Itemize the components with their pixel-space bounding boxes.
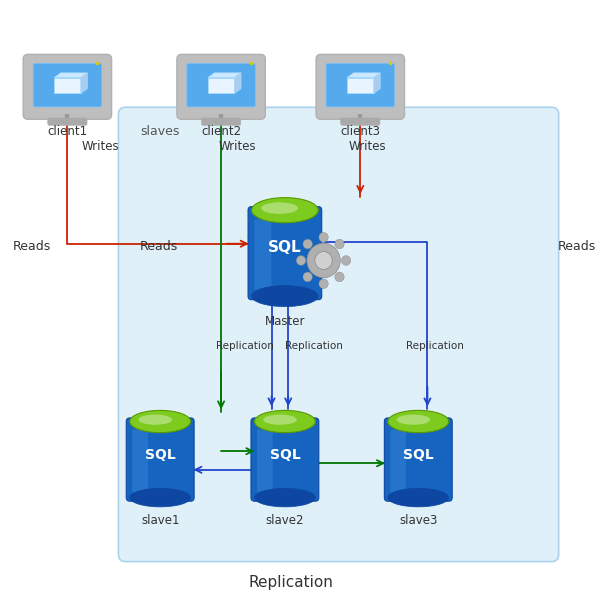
- Circle shape: [296, 256, 306, 265]
- Circle shape: [303, 239, 313, 249]
- Circle shape: [341, 256, 351, 265]
- FancyBboxPatch shape: [257, 430, 273, 493]
- Polygon shape: [81, 73, 87, 94]
- Text: SQL: SQL: [269, 448, 300, 462]
- Polygon shape: [347, 73, 380, 77]
- FancyBboxPatch shape: [187, 64, 255, 107]
- Text: Reads: Reads: [12, 241, 50, 253]
- Text: slaves: slaves: [140, 125, 179, 138]
- Text: slave3: slave3: [399, 514, 438, 527]
- FancyBboxPatch shape: [254, 220, 272, 290]
- Text: Master: Master: [264, 315, 305, 328]
- Text: slave2: slave2: [266, 514, 304, 527]
- FancyBboxPatch shape: [341, 118, 380, 125]
- FancyBboxPatch shape: [326, 64, 394, 107]
- Polygon shape: [347, 77, 374, 94]
- Text: Writes: Writes: [349, 140, 386, 153]
- FancyBboxPatch shape: [316, 55, 404, 119]
- Ellipse shape: [397, 415, 430, 425]
- FancyBboxPatch shape: [23, 55, 112, 119]
- Polygon shape: [234, 73, 241, 94]
- Polygon shape: [54, 77, 81, 94]
- FancyBboxPatch shape: [390, 430, 406, 493]
- Ellipse shape: [254, 488, 316, 507]
- Text: SQL: SQL: [145, 448, 175, 462]
- FancyBboxPatch shape: [385, 418, 452, 501]
- Circle shape: [307, 243, 340, 278]
- Text: Writes: Writes: [218, 140, 256, 153]
- Text: SQL: SQL: [268, 241, 302, 256]
- Polygon shape: [208, 73, 241, 77]
- FancyBboxPatch shape: [177, 55, 265, 119]
- Text: Replication: Replication: [216, 341, 274, 352]
- Ellipse shape: [130, 410, 191, 433]
- Ellipse shape: [252, 197, 319, 223]
- Text: Reads: Reads: [558, 241, 596, 253]
- Ellipse shape: [254, 410, 316, 433]
- Ellipse shape: [139, 415, 172, 425]
- Text: SQL: SQL: [403, 448, 434, 462]
- Text: Replication: Replication: [285, 341, 343, 352]
- Text: Reads: Reads: [140, 241, 178, 253]
- Ellipse shape: [130, 488, 191, 507]
- FancyBboxPatch shape: [118, 107, 559, 562]
- Text: client1: client1: [47, 125, 88, 139]
- FancyBboxPatch shape: [126, 418, 194, 501]
- Circle shape: [315, 251, 332, 269]
- FancyBboxPatch shape: [33, 64, 102, 107]
- Circle shape: [319, 232, 328, 242]
- Circle shape: [303, 272, 313, 282]
- Ellipse shape: [261, 202, 298, 214]
- Circle shape: [335, 239, 344, 249]
- Ellipse shape: [388, 488, 449, 507]
- FancyBboxPatch shape: [248, 206, 322, 300]
- FancyBboxPatch shape: [201, 118, 240, 125]
- Polygon shape: [54, 73, 87, 77]
- FancyBboxPatch shape: [48, 118, 87, 125]
- FancyBboxPatch shape: [251, 418, 319, 501]
- FancyBboxPatch shape: [132, 430, 148, 493]
- Text: Writes: Writes: [82, 140, 120, 153]
- Text: client3: client3: [340, 125, 380, 139]
- Ellipse shape: [388, 410, 449, 433]
- Polygon shape: [208, 77, 234, 94]
- Circle shape: [335, 272, 344, 282]
- Text: Replication: Replication: [248, 575, 333, 590]
- Circle shape: [319, 279, 328, 289]
- Ellipse shape: [252, 286, 319, 307]
- Polygon shape: [374, 73, 380, 94]
- Ellipse shape: [263, 415, 297, 425]
- Text: client2: client2: [201, 125, 241, 139]
- Text: slave1: slave1: [141, 514, 180, 527]
- Text: Replication: Replication: [406, 341, 464, 352]
